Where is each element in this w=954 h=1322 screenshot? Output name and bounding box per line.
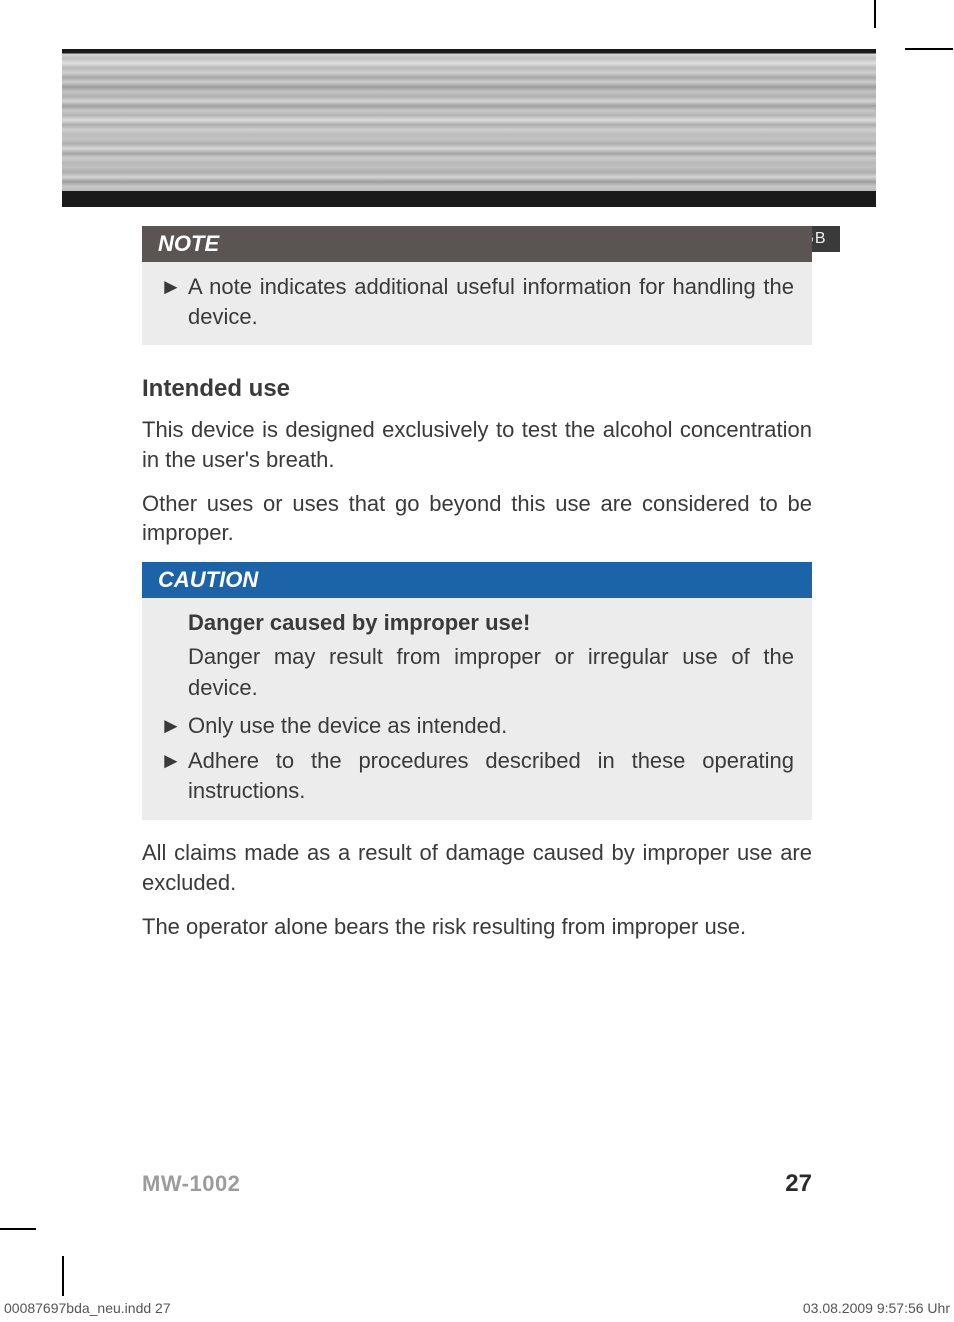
print-file-name: 00087697bda_neu.indd 27	[4, 1300, 171, 1316]
caution-body: Danger caused by improper use! Danger ma…	[142, 598, 812, 820]
print-timestamp: 03.08.2009 9:57:56 Uhr	[803, 1300, 950, 1316]
bullet-marker-icon: ►	[160, 272, 188, 331]
caution-bullet: ► Adhere to the procedures described in …	[160, 746, 794, 807]
note-body: ► A note indicates additional useful inf…	[142, 262, 812, 345]
page-number: 27	[785, 1170, 812, 1198]
page: GB NOTE ► A note indicates additional us…	[62, 49, 876, 1228]
note-bullet: ► A note indicates additional useful inf…	[160, 272, 794, 331]
caution-bullet-text: Only use the device as intended.	[188, 711, 794, 741]
crop-mark	[62, 1256, 64, 1296]
crop-mark	[874, 0, 876, 28]
crop-mark	[905, 48, 953, 50]
header-banner	[62, 49, 876, 207]
crop-mark	[0, 1228, 36, 1230]
caution-box: CAUTION Danger caused by improper use! D…	[142, 562, 812, 820]
caution-strong-text: Danger caused by improper use!	[160, 608, 794, 638]
caution-bullet: ► Only use the device as intended.	[160, 711, 794, 741]
content-column: NOTE ► A note indicates additional usefu…	[142, 226, 812, 955]
note-text: A note indicates additional useful infor…	[188, 272, 794, 331]
caution-bullet-text: Adhere to the procedures described in th…	[188, 746, 794, 807]
paragraph: All claims made as a result of damage ca…	[142, 838, 812, 897]
print-metadata: 00087697bda_neu.indd 27 03.08.2009 9:57:…	[0, 1300, 954, 1316]
paragraph: This device is designed exclusively to t…	[142, 415, 812, 474]
paragraph: Other uses or uses that go beyond this u…	[142, 489, 812, 548]
page-footer: MW-1002 27	[142, 1170, 812, 1198]
caution-header: CAUTION	[142, 562, 812, 598]
section-heading: Intended use	[142, 375, 812, 403]
bullet-marker-icon: ►	[160, 746, 188, 807]
bullet-marker-icon: ►	[160, 711, 188, 741]
footer-model: MW-1002	[142, 1171, 240, 1197]
note-header: NOTE	[142, 226, 812, 262]
note-box: NOTE ► A note indicates additional usefu…	[142, 226, 812, 345]
paragraph: The operator alone bears the risk result…	[142, 912, 812, 942]
caution-paragraph: Danger may result from improper or irreg…	[160, 642, 794, 703]
